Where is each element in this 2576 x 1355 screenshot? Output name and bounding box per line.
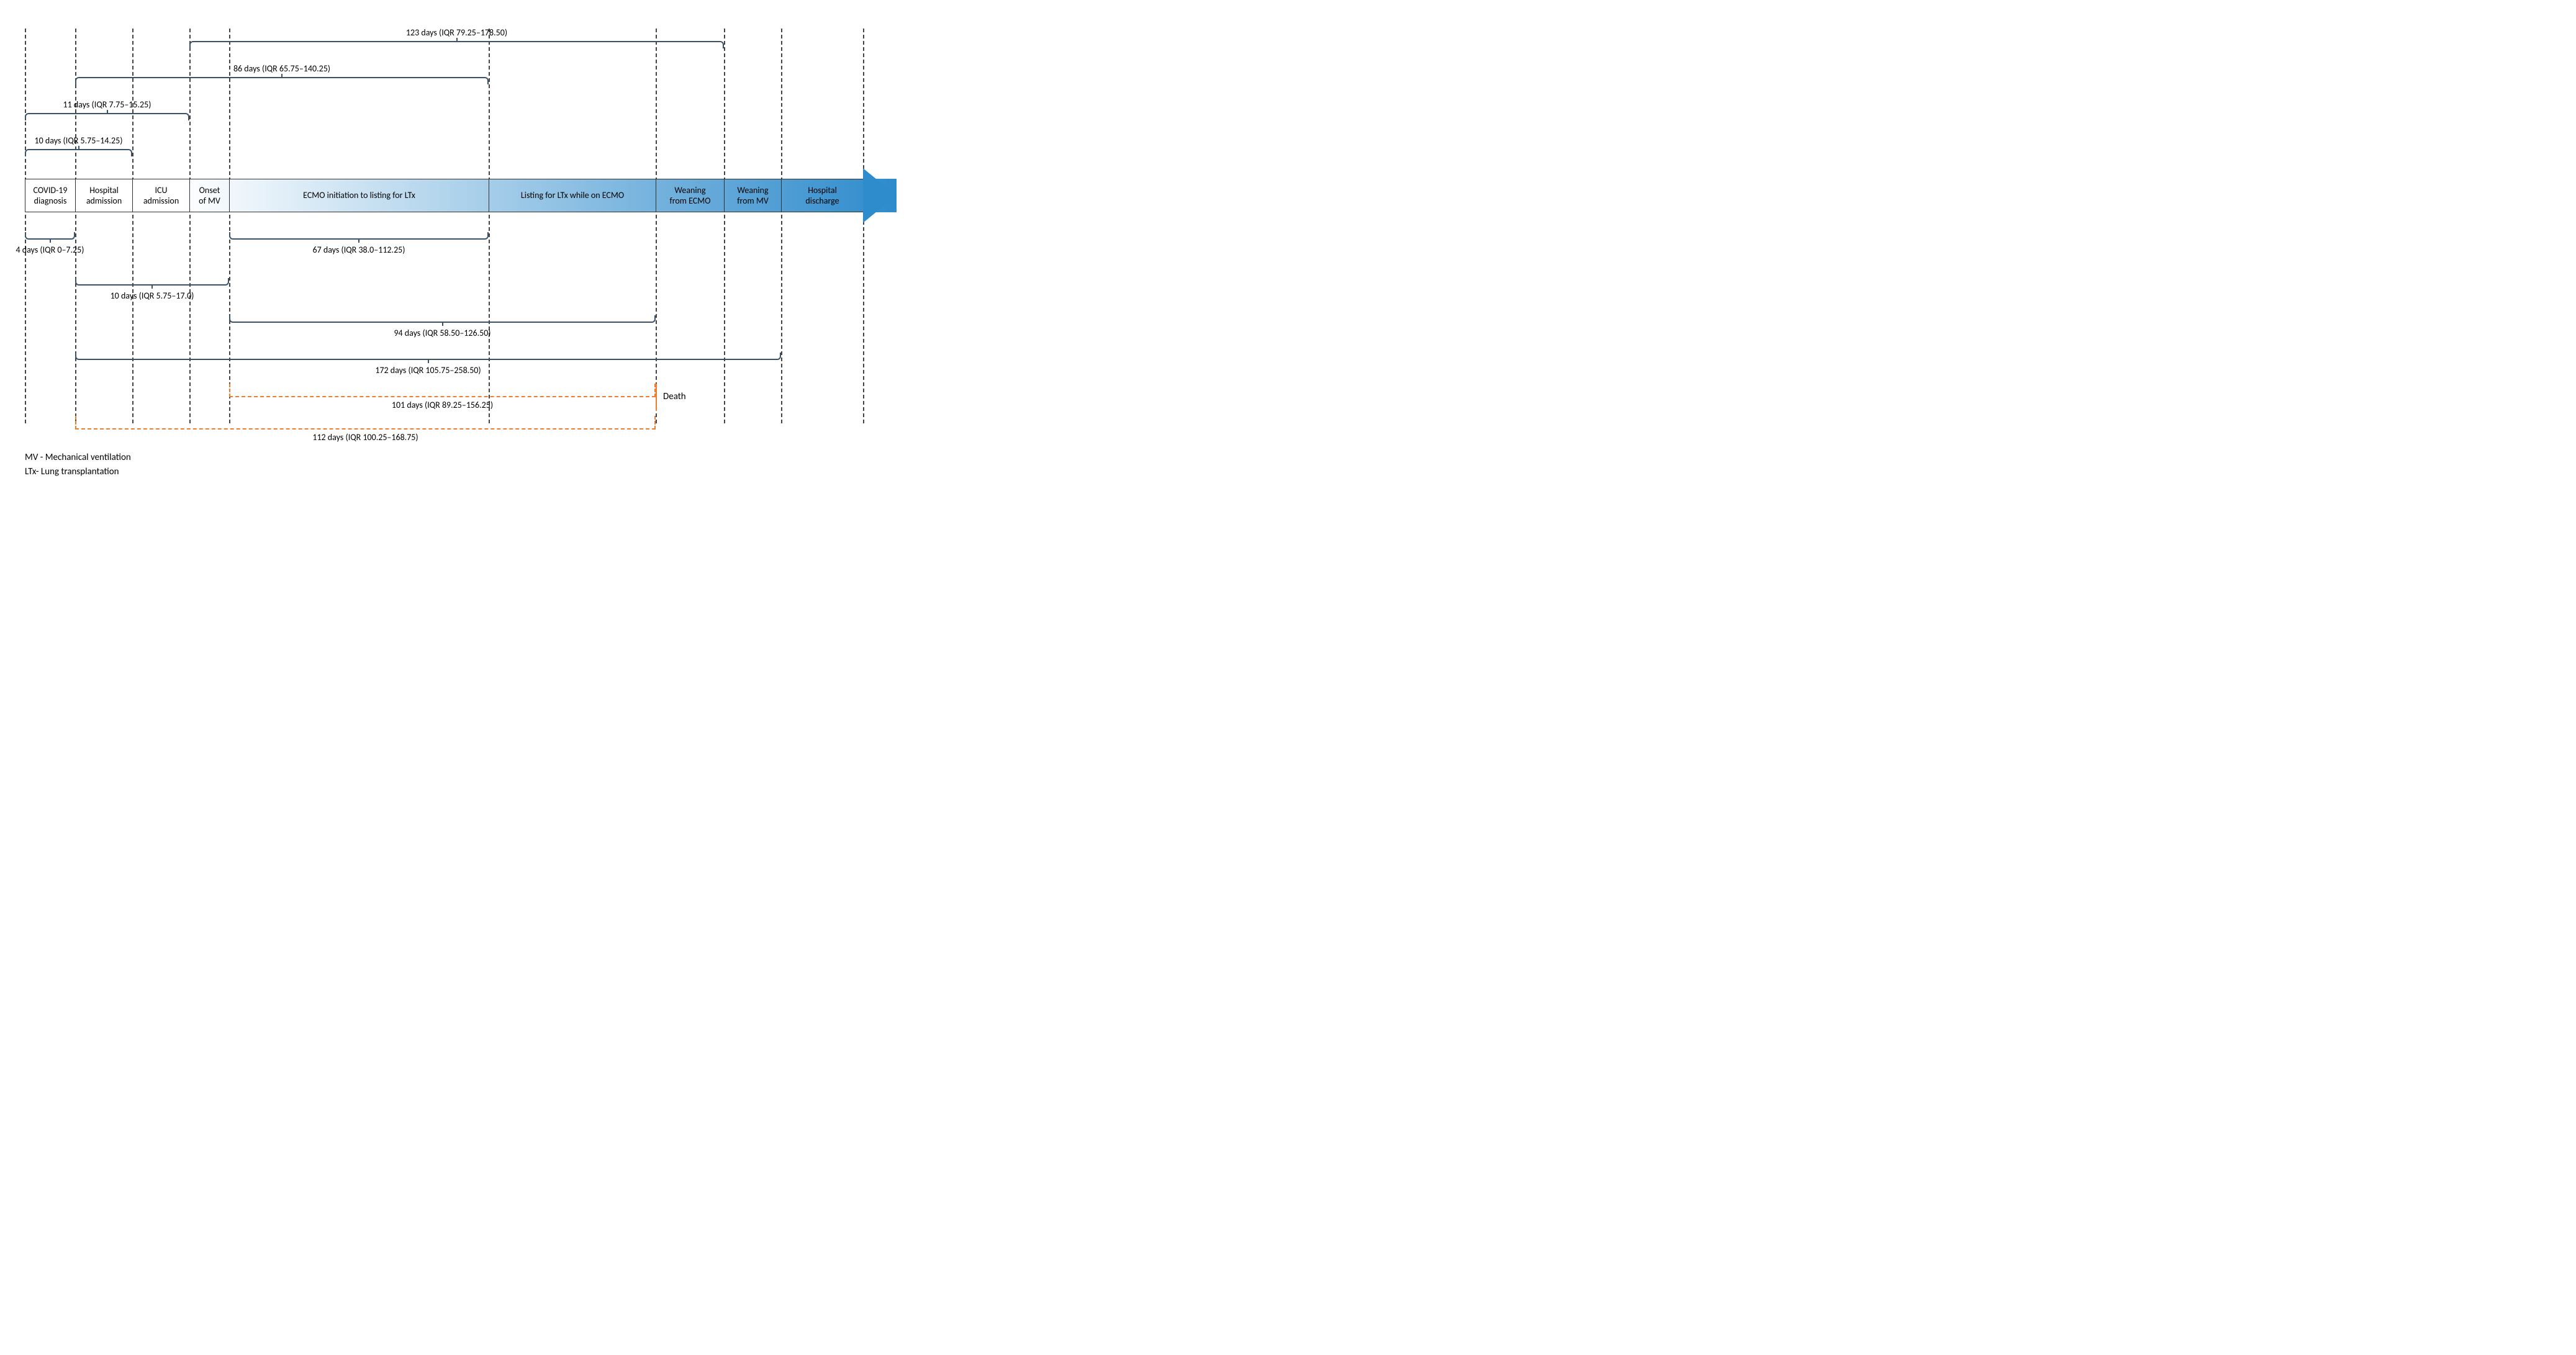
stage-cell: Hospital admission	[75, 179, 132, 212]
bracket-label: 10 days (IQR 5.75–17.0)	[111, 290, 194, 301]
top-bracket	[25, 113, 189, 120]
stage-boundary-vline	[863, 29, 864, 423]
death-bracket	[229, 384, 656, 397]
stage-cell: ICU admission	[132, 179, 189, 212]
bracket-label: 86 days (IQR 65.75–140.25)	[233, 63, 330, 74]
death-tick	[656, 384, 657, 411]
stage-boundary-vline	[25, 29, 26, 423]
bottom-bracket	[25, 232, 75, 240]
death-bracket-label: 101 days (IQR 89.25–156.25)	[392, 400, 493, 410]
bracket-label: 123 days (IQR 79.25–178.50)	[406, 27, 507, 38]
stage-boundary-vline	[189, 29, 191, 423]
arrowhead-icon	[863, 168, 897, 223]
timeline-diagram: COVID-19 diagnosisHospital admissionICU …	[12, 12, 931, 484]
bottom-bracket	[229, 315, 656, 323]
stage-boundary-vline	[489, 29, 490, 423]
top-bracket	[189, 41, 724, 48]
death-bracket-label: 112 days (IQR 100.25–168.75)	[312, 432, 418, 443]
stage-boundary-vline	[229, 29, 230, 423]
stage-cell: Weaning from ECMO	[656, 179, 724, 212]
stage-cell: Listing for LTx while on ECMO	[489, 179, 656, 212]
stage-boundary-vline	[132, 29, 133, 423]
bracket-label: 172 days (IQR 105.75–258.50)	[375, 365, 481, 376]
bottom-bracket	[75, 353, 781, 360]
stage-cell: Hospital discharge	[781, 179, 863, 212]
stage-cell: Onset of MV	[189, 179, 229, 212]
stage-boundary-vline	[781, 29, 782, 423]
bottom-bracket	[229, 232, 489, 240]
bracket-label: 67 days (IQR 38.0–112.25)	[312, 245, 405, 255]
bracket-label: 10 days (IQR 5.75–14.25)	[35, 135, 123, 146]
death-bracket	[75, 416, 656, 430]
legend-text: MV - Mechanical ventilation LTx- Lung tr…	[25, 451, 131, 479]
bracket-label: 4 days (IQR 0–7.25)	[16, 245, 84, 255]
top-bracket	[25, 149, 132, 156]
stage-cell: COVID-19 diagnosis	[25, 179, 75, 212]
stage-cell: ECMO initiation to listing for LTx	[229, 179, 489, 212]
top-bracket	[75, 77, 489, 84]
bottom-bracket	[75, 278, 229, 286]
stage-cell: Weaning from MV	[724, 179, 781, 212]
death-label: Death	[663, 391, 686, 402]
stage-boundary-vline	[724, 29, 725, 423]
stage-boundary-vline	[656, 29, 657, 423]
bracket-label: 94 days (IQR 58.50–126.50)	[394, 328, 490, 338]
timeline-arrow: COVID-19 diagnosisHospital admissionICU …	[25, 179, 897, 212]
bracket-label: 11 days (IQR 7.75–15.25)	[63, 99, 151, 110]
stage-boundary-vline	[75, 29, 76, 423]
